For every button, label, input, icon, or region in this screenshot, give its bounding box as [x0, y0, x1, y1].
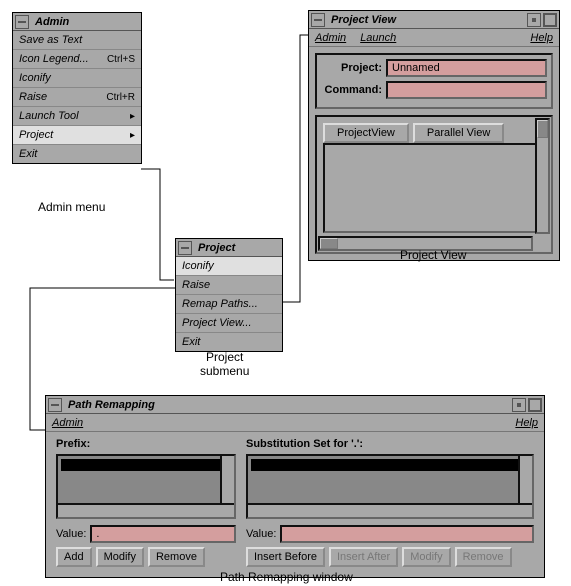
- minimize-icon[interactable]: [527, 13, 541, 27]
- chevron-right-icon: ▸: [130, 130, 135, 141]
- path-remapping-menubar: Admin Help: [46, 414, 544, 432]
- path-remapping-caption: Path Remapping window: [220, 570, 353, 584]
- insert-before-button[interactable]: Insert Before: [246, 547, 325, 567]
- menu-admin[interactable]: Admin: [52, 417, 83, 429]
- tab-parallel-view[interactable]: Parallel View: [413, 123, 504, 143]
- path-remapping-titlebar[interactable]: Path Remapping: [46, 396, 544, 414]
- menu-item-save-as-text[interactable]: Save as Text: [13, 31, 141, 50]
- prefix-heading: Prefix:: [56, 438, 236, 450]
- project-submenu: Project Iconify Raise Remap Paths... Pro…: [175, 238, 283, 352]
- substitution-list[interactable]: [246, 454, 534, 519]
- menu-item-exit[interactable]: Exit: [13, 145, 141, 163]
- admin-menu-title: Admin: [31, 16, 139, 28]
- admin-menu: Admin Save as Text Icon Legend...Ctrl+S …: [12, 12, 142, 164]
- admin-menu-titlebar: Admin: [13, 13, 141, 31]
- admin-menu-caption: Admin menu: [38, 200, 105, 214]
- menu-item-icon-legend[interactable]: Icon Legend...Ctrl+S: [13, 50, 141, 69]
- window-menu-icon[interactable]: [48, 398, 62, 412]
- project-field-label: Project:: [321, 62, 386, 74]
- vertical-scrollbar[interactable]: [535, 118, 550, 234]
- maximize-icon[interactable]: [528, 398, 542, 412]
- add-button[interactable]: Add: [56, 547, 92, 567]
- prefix-list[interactable]: [56, 454, 236, 519]
- submenu-item-remap-paths[interactable]: Remap Paths...: [176, 295, 282, 314]
- menu-launch[interactable]: Launch: [360, 32, 396, 44]
- project-view-canvas: [323, 143, 545, 233]
- path-remapping-window: Path Remapping Admin Help Prefix: Value:…: [45, 395, 545, 578]
- minimize-icon[interactable]: [512, 398, 526, 412]
- project-view-title: Project View: [327, 14, 525, 26]
- menu-item-raise[interactable]: RaiseCtrl+R: [13, 88, 141, 107]
- project-view-titlebar[interactable]: Project View: [309, 11, 559, 29]
- substitution-heading: Substitution Set for '.':: [246, 438, 534, 450]
- horizontal-scrollbar[interactable]: [248, 503, 532, 517]
- command-field[interactable]: [386, 81, 547, 99]
- maximize-icon[interactable]: [543, 13, 557, 27]
- window-menu-icon[interactable]: [178, 241, 192, 255]
- insert-after-button[interactable]: Insert After: [329, 547, 398, 567]
- tab-project-view[interactable]: ProjectView: [323, 123, 409, 143]
- submenu-item-project-view[interactable]: Project View...: [176, 314, 282, 333]
- horizontal-scrollbar[interactable]: [58, 503, 234, 517]
- menu-help[interactable]: Help: [515, 417, 538, 429]
- project-submenu-titlebar: Project: [176, 239, 282, 257]
- submenu-item-iconify[interactable]: Iconify: [176, 257, 282, 276]
- prefix-value-label: Value:: [56, 528, 86, 540]
- menu-item-project[interactable]: Project▸: [13, 126, 141, 145]
- project-view-menubar: Admin Launch Help: [309, 29, 559, 47]
- remove-button[interactable]: Remove: [455, 547, 512, 567]
- window-menu-icon[interactable]: [311, 13, 325, 27]
- path-remapping-title: Path Remapping: [64, 399, 510, 411]
- substitution-value-field[interactable]: [280, 525, 534, 543]
- project-view-caption: Project View: [400, 248, 466, 262]
- menu-help[interactable]: Help: [530, 32, 553, 44]
- window-menu-icon[interactable]: [15, 15, 29, 29]
- menu-item-launch-tool[interactable]: Launch Tool▸: [13, 107, 141, 126]
- chevron-right-icon: ▸: [130, 111, 135, 122]
- modify-button[interactable]: Modify: [402, 547, 450, 567]
- command-field-label: Command:: [321, 84, 386, 96]
- project-submenu-title: Project: [194, 242, 280, 254]
- submenu-item-raise[interactable]: Raise: [176, 276, 282, 295]
- substitution-value-label: Value:: [246, 528, 276, 540]
- menu-admin[interactable]: Admin: [315, 32, 346, 44]
- remove-button[interactable]: Remove: [148, 547, 205, 567]
- project-view-window: Project View Admin Launch Help Project: …: [308, 10, 560, 261]
- modify-button[interactable]: Modify: [96, 547, 144, 567]
- project-field[interactable]: Unnamed: [386, 59, 547, 77]
- submenu-item-exit[interactable]: Exit: [176, 333, 282, 351]
- prefix-value-field[interactable]: .: [90, 525, 236, 543]
- project-submenu-caption: Project submenu: [200, 350, 249, 378]
- menu-item-iconify[interactable]: Iconify: [13, 69, 141, 88]
